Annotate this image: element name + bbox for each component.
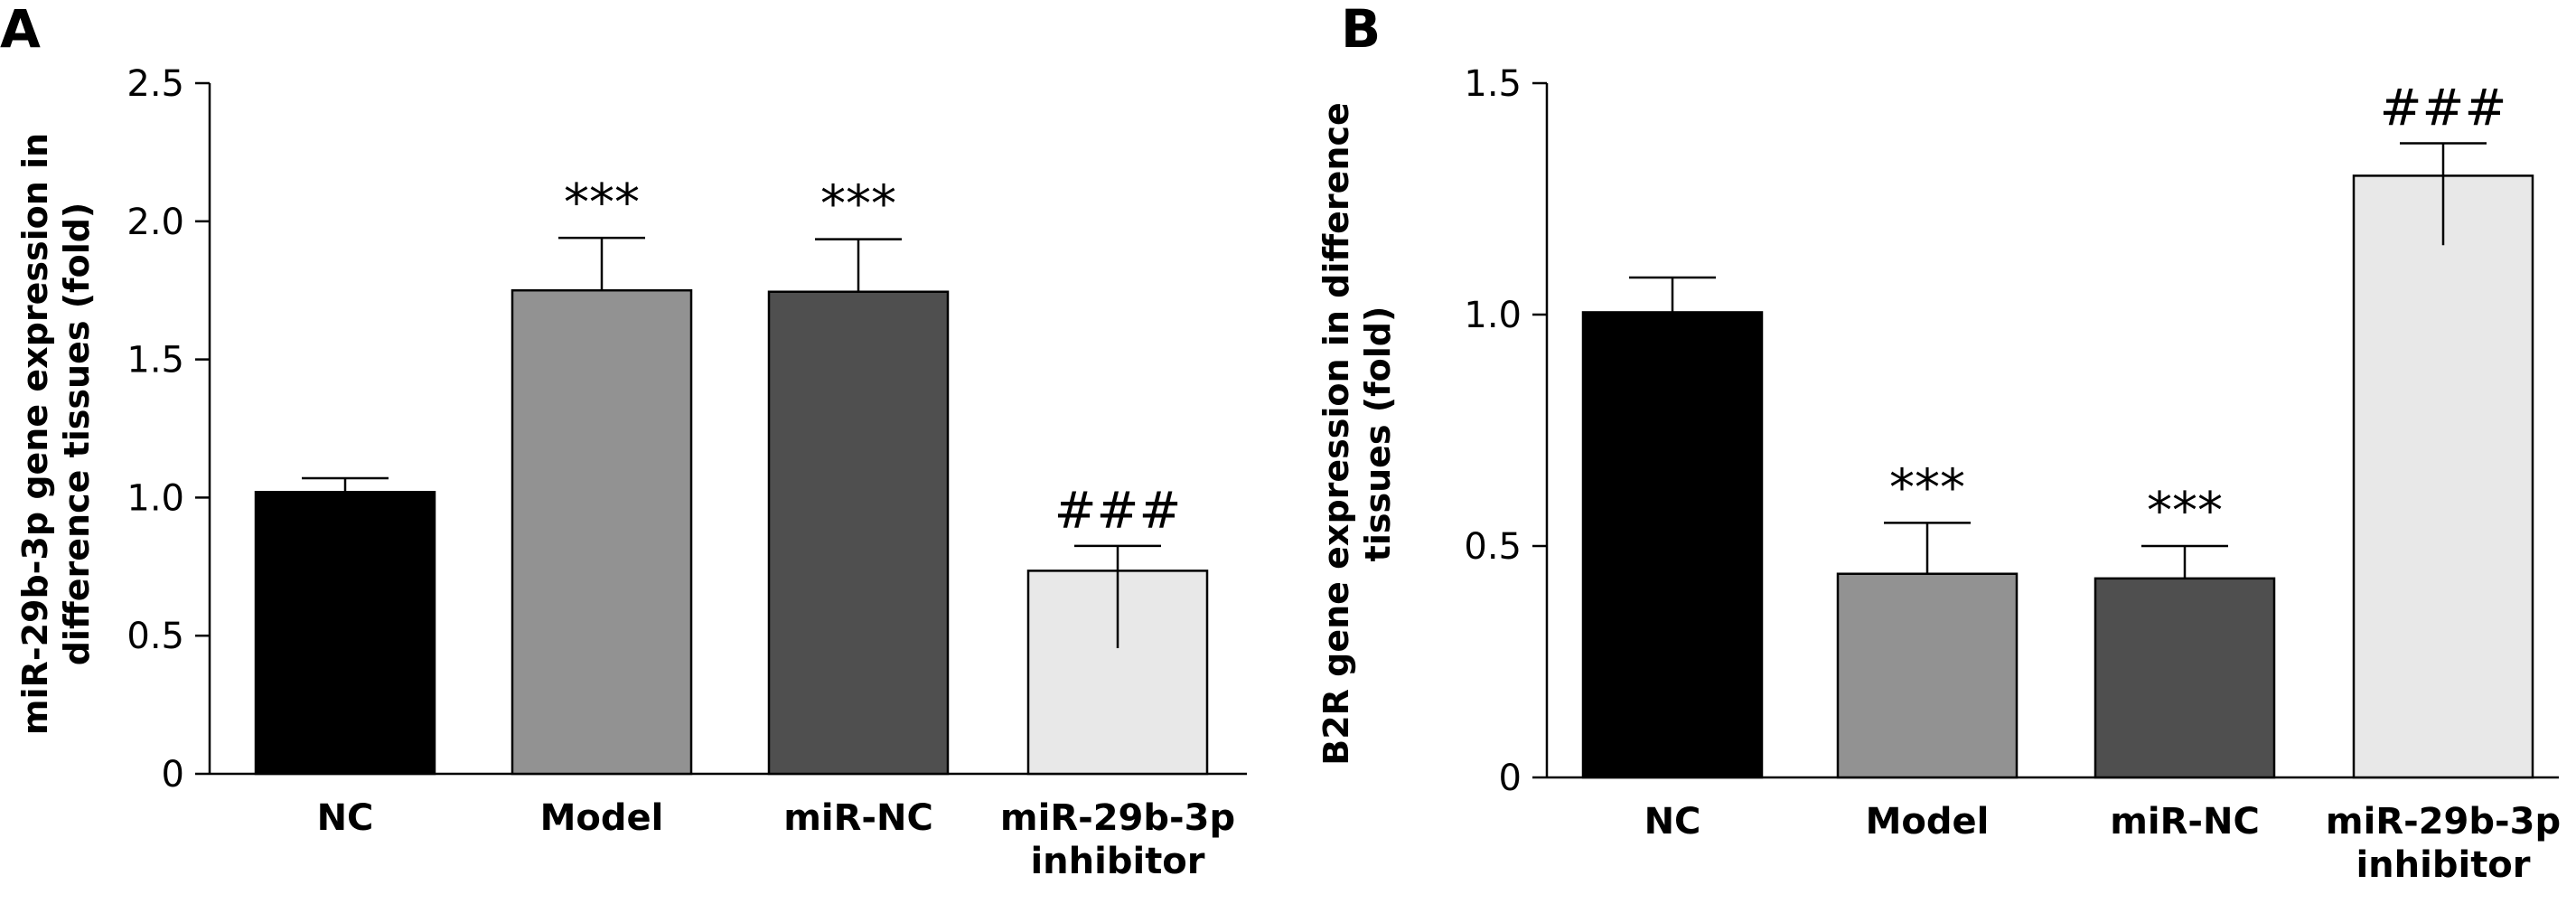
panel-letter: B — [1341, 0, 1381, 60]
x-tick-label: miR-NC — [2110, 801, 2260, 843]
significance-label: *** — [820, 175, 896, 234]
significance-label: ### — [2380, 80, 2507, 138]
y-tick-label: 0 — [162, 754, 184, 796]
y-tick-label: 2.0 — [126, 202, 184, 243]
y-tick-label: 1.5 — [126, 340, 184, 381]
y-tick-label: 1.0 — [126, 477, 184, 519]
panel-letter: A — [0, 0, 41, 60]
panel-b: B 0 0.5 1.0 1.5 B2R gene expression in differ… — [1316, 0, 2561, 886]
x-tick-label: miR-29b-3p inhibitor — [2326, 801, 2561, 886]
y-tick-label: 1.5 — [1464, 63, 1522, 105]
bar — [2094, 577, 2276, 779]
y-tick-label: 0 — [1499, 758, 1522, 799]
bar — [511, 288, 693, 776]
x-tick-label: miR-29b-3p inhibitor — [1000, 797, 1235, 882]
x-tick-label: Model — [540, 797, 664, 839]
significance-label: *** — [2147, 482, 2223, 541]
x-tick-label: NC — [1644, 801, 1701, 843]
bar — [767, 290, 950, 776]
bar — [1581, 311, 1764, 779]
y-axis-label: miR-29b-3p gene expression indifference … — [15, 133, 97, 735]
significance-label: *** — [1889, 458, 1965, 517]
y-axis-label: B2R gene expression in differencetissues… — [1316, 102, 1398, 766]
significance-label: *** — [564, 174, 640, 232]
x-tick-label: miR-NC — [783, 797, 933, 839]
significance-label: ### — [1054, 482, 1182, 541]
x-tick-label: NC — [317, 797, 374, 839]
y-tick-label: 1.0 — [1464, 295, 1522, 336]
y-tick-label: 2.5 — [126, 63, 184, 105]
bar — [254, 491, 436, 776]
panel-a: A 0 0.5 1.0 1.5 2.0 2.5 miR-29b-3p gene express… — [0, 0, 1247, 882]
y-tick-label: 0.5 — [1464, 526, 1522, 568]
y-tick-label: 0.5 — [126, 616, 184, 657]
x-tick-label: Model — [1866, 801, 1990, 843]
bar — [1836, 572, 2019, 779]
bar — [2352, 174, 2534, 779]
